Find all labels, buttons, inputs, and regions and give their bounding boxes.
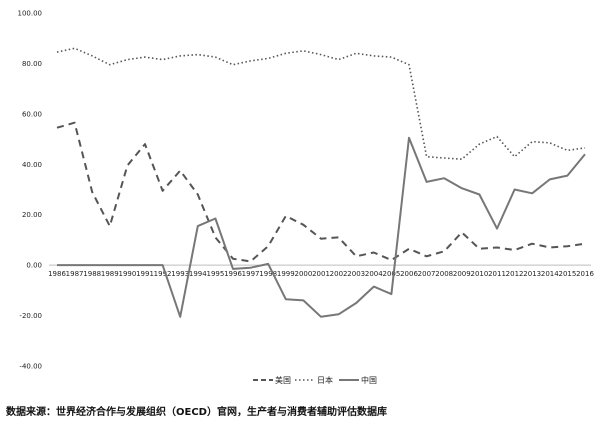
- y-tick-label: 40.00: [22, 161, 42, 169]
- x-tick-label: 2008: [435, 270, 453, 278]
- x-tick-label: 2004: [365, 270, 383, 278]
- x-tick-label: 2012: [506, 270, 524, 278]
- x-tick-label: 1996: [224, 270, 242, 278]
- legend-label: 日本: [317, 375, 333, 385]
- x-tick-label: 2010: [470, 270, 488, 278]
- x-tick-label: 2014: [541, 270, 559, 278]
- x-tick-label: 2009: [453, 270, 471, 278]
- y-tick-label: 100.00: [18, 10, 43, 18]
- x-tick-label: 2000: [294, 270, 312, 278]
- x-tick-label: 1990: [118, 270, 136, 278]
- series-line-3: [57, 136, 586, 318]
- x-tick-label: 1997: [242, 270, 260, 278]
- legend-label: 美国: [275, 375, 291, 385]
- x-axis: 1986 1987 1988 1989 1990 1991 1992 1993 1994 1995…: [48, 264, 594, 278]
- x-tick-label: 2016: [576, 270, 594, 278]
- x-tick-label: 2006: [400, 270, 418, 278]
- x-tick-label: 1998: [259, 270, 277, 278]
- x-tick-label: 1994: [189, 270, 207, 278]
- x-tick-label: 1995: [206, 270, 224, 278]
- series-line-1: [56, 121, 586, 263]
- x-tick-label: 2015: [558, 270, 576, 278]
- source-note: 数据来源：世界经济合作与发展组织（OECD）官网，生产者与消费者辅助评估数据库: [6, 407, 387, 418]
- x-tick-label: 1993: [171, 270, 189, 278]
- legend: 美国 日本 中国: [253, 375, 377, 385]
- x-tick-label: 1991: [136, 270, 154, 278]
- x-tick-label: 2011: [488, 270, 506, 278]
- x-tick-label: 2007: [418, 270, 436, 278]
- series-line-2: [56, 47, 586, 160]
- y-tick-label: -40.00: [19, 363, 42, 371]
- x-tick-label: 1986: [48, 270, 66, 278]
- y-tick-label: -20.00: [19, 312, 42, 320]
- x-tick-label: 1999: [277, 270, 295, 278]
- x-tick-label: 2003: [347, 270, 365, 278]
- y-tick-label: 60.00: [22, 110, 42, 118]
- legend-label: 中国: [361, 375, 377, 385]
- x-tick-label: 2002: [330, 270, 348, 278]
- y-tick-label: 20.00: [22, 211, 42, 219]
- line-chart: 100.00 80.00 60.00 40.00 20.00 0.00 -20.00 -40.…: [18, 10, 595, 386]
- y-tick-label: 80.00: [22, 60, 42, 68]
- x-tick-label: 2001: [312, 270, 330, 278]
- x-tick-label: 1989: [101, 270, 119, 278]
- x-tick-label: 1988: [83, 270, 101, 278]
- x-tick-label: 1987: [66, 270, 84, 278]
- y-axis: 100.00 80.00 60.00 40.00 20.00 0.00 -20.00 -40.…: [18, 10, 43, 371]
- x-tick-label: 2005: [382, 270, 400, 278]
- x-tick-label: 2013: [523, 270, 541, 278]
- x-tick-label: 1992: [154, 270, 172, 278]
- y-tick-label: 0.00: [26, 262, 42, 270]
- series-layer: [56, 47, 586, 318]
